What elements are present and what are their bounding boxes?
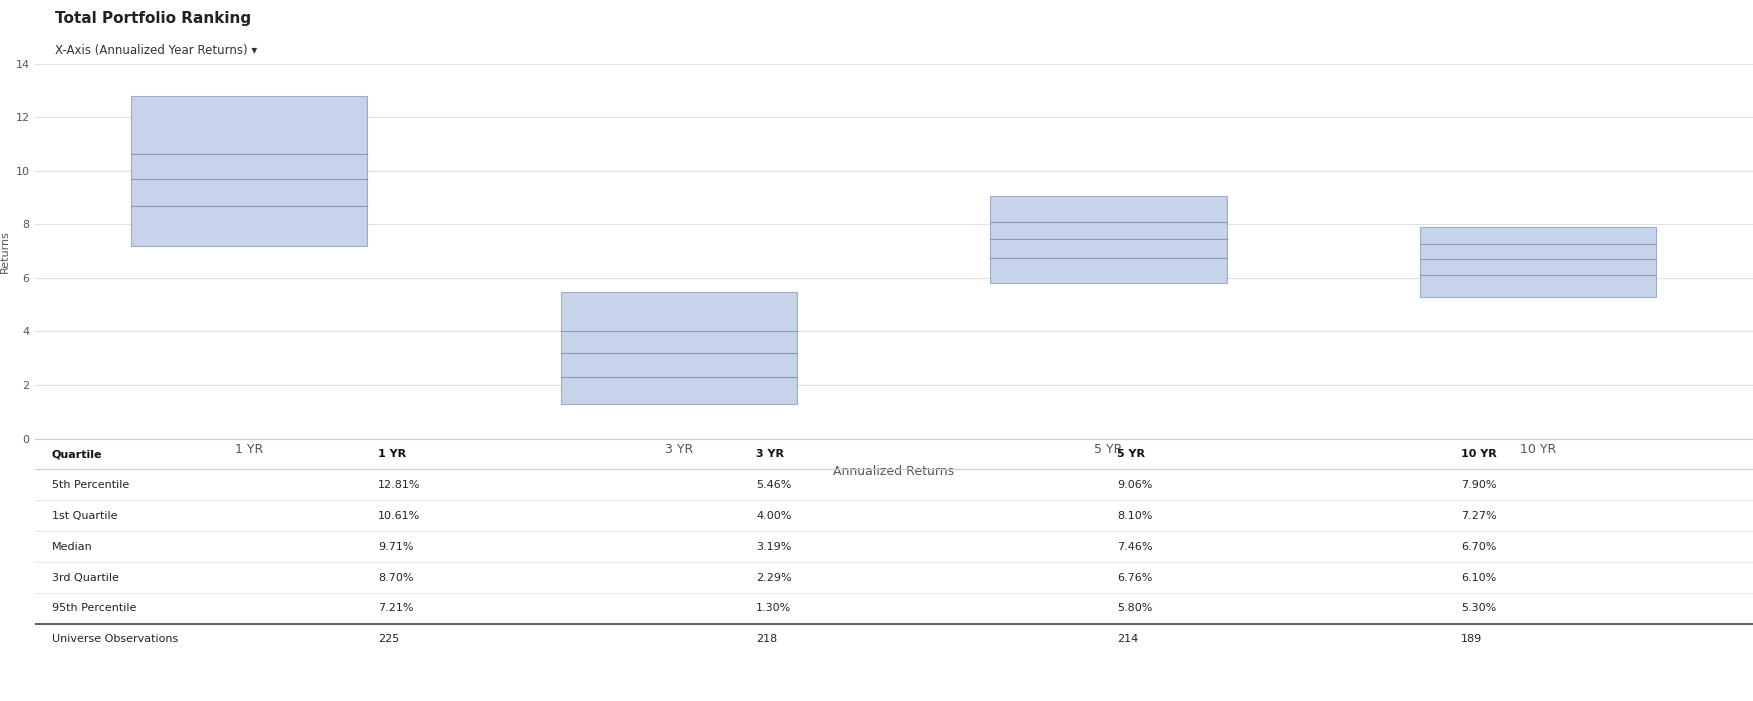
Text: 7.27%: 7.27%	[1460, 511, 1497, 521]
Text: Universe Observations: Universe Observations	[53, 634, 179, 644]
Text: 1.30%: 1.30%	[756, 604, 792, 613]
Text: 5th Percentile: 5th Percentile	[53, 480, 130, 490]
Text: 7.21%: 7.21%	[379, 604, 414, 613]
Text: 95th Percentile: 95th Percentile	[53, 604, 137, 613]
Text: 8.10%: 8.10%	[1117, 511, 1152, 521]
Text: 3 YR: 3 YR	[756, 449, 784, 459]
Text: 9.71%: 9.71%	[379, 542, 414, 552]
FancyBboxPatch shape	[990, 196, 1227, 283]
Text: 3.19%: 3.19%	[756, 542, 792, 552]
Text: 214: 214	[1117, 634, 1138, 644]
Text: 10.61%: 10.61%	[379, 511, 421, 521]
Text: 9.06%: 9.06%	[1117, 480, 1152, 490]
Text: 1 YR: 1 YR	[379, 449, 407, 459]
Text: 5 YR: 5 YR	[1117, 449, 1145, 459]
Text: 7.46%: 7.46%	[1117, 542, 1153, 552]
FancyBboxPatch shape	[131, 95, 368, 245]
X-axis label: Annualized Returns: Annualized Returns	[833, 465, 954, 478]
Text: 2.29%: 2.29%	[756, 573, 792, 583]
Text: Quartile: Quartile	[53, 449, 102, 459]
Text: 218: 218	[756, 634, 778, 644]
Text: 12.81%: 12.81%	[379, 480, 421, 490]
Text: 5.30%: 5.30%	[1460, 604, 1495, 613]
Text: 3rd Quartile: 3rd Quartile	[53, 573, 119, 583]
Text: Total Portfolio Ranking: Total Portfolio Ranking	[54, 11, 251, 26]
Text: X-Axis (Annualized Year Returns) ▾: X-Axis (Annualized Year Returns) ▾	[54, 44, 258, 57]
FancyBboxPatch shape	[1420, 227, 1657, 297]
Text: 1st Quartile: 1st Quartile	[53, 511, 117, 521]
Y-axis label: Returns: Returns	[0, 230, 11, 273]
Text: 6.70%: 6.70%	[1460, 542, 1497, 552]
Text: 6.76%: 6.76%	[1117, 573, 1152, 583]
Text: 10 YR: 10 YR	[1460, 449, 1497, 459]
Text: 189: 189	[1460, 634, 1481, 644]
Text: Median: Median	[53, 542, 93, 552]
Text: 7.90%: 7.90%	[1460, 480, 1497, 490]
Text: 8.70%: 8.70%	[379, 573, 414, 583]
Text: 5.46%: 5.46%	[756, 480, 792, 490]
Text: 5.80%: 5.80%	[1117, 604, 1152, 613]
FancyBboxPatch shape	[561, 292, 798, 404]
Text: 4.00%: 4.00%	[756, 511, 792, 521]
Text: 6.10%: 6.10%	[1460, 573, 1495, 583]
Text: 225: 225	[379, 634, 400, 644]
